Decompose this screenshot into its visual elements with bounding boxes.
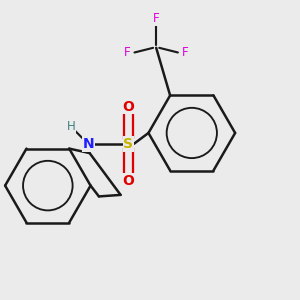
Text: F: F (153, 12, 160, 25)
Text: S: S (123, 137, 133, 151)
Text: N: N (82, 137, 94, 151)
Text: H: H (67, 120, 75, 133)
Text: F: F (182, 46, 189, 59)
Text: O: O (122, 174, 134, 188)
Text: O: O (122, 100, 134, 114)
Text: F: F (124, 46, 130, 59)
